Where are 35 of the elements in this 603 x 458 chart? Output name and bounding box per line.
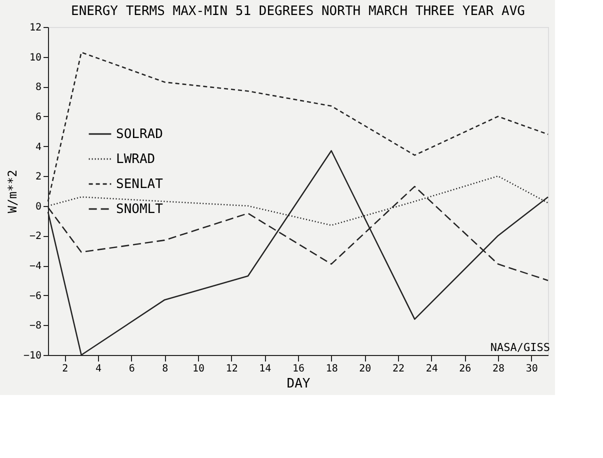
- x-tick-label: 24: [426, 364, 438, 374]
- y-tick-label: 2: [35, 172, 42, 183]
- y-tick-label: 0: [35, 201, 42, 212]
- chart-title: ENERGY TERMS MAX-MIN 51 DEGREES NORTH MARCH THREE YEAR AVG: [71, 4, 526, 19]
- x-axis-title: DAY: [286, 376, 310, 392]
- y-tick-label: 10: [29, 52, 42, 64]
- y-tick-label: −6: [29, 290, 42, 302]
- x-tick-label: 30: [526, 364, 538, 374]
- x-tick-label: 20: [359, 364, 372, 374]
- legend-label: SOLRAD: [116, 127, 164, 142]
- legend-label: SENLAT: [116, 177, 164, 192]
- y-tick-label: 8: [35, 82, 42, 94]
- x-tick-label: 26: [459, 364, 472, 374]
- y-tick-label: −8: [29, 320, 42, 332]
- y-tick-label: −2: [29, 231, 42, 242]
- x-tick-label: 6: [128, 364, 135, 374]
- x-tick-label: 22: [392, 364, 405, 374]
- y-axis-title: W/m**2: [5, 170, 20, 214]
- legend-label: SNOMLT: [116, 202, 164, 217]
- x-tick-label: 28: [492, 364, 505, 374]
- x-tick-label: 10: [192, 364, 205, 374]
- x-tick-label: 4: [95, 364, 102, 374]
- x-tick-label: 16: [292, 364, 305, 374]
- y-tick-label: −4: [29, 261, 42, 272]
- legend-label: LWRAD: [116, 152, 156, 167]
- x-tick-label: 14: [259, 364, 272, 374]
- x-tick-label: 2: [62, 364, 68, 374]
- y-tick-label: 4: [35, 142, 42, 153]
- y-tick-label: 12: [29, 22, 42, 34]
- y-tick-label: −10: [23, 350, 42, 362]
- annotation: NASA/GISS: [490, 341, 550, 354]
- x-tick-label: 18: [326, 364, 338, 374]
- x-tick-label: 12: [226, 364, 238, 374]
- x-tick-label: 8: [162, 364, 168, 374]
- y-tick-label: 6: [35, 112, 42, 123]
